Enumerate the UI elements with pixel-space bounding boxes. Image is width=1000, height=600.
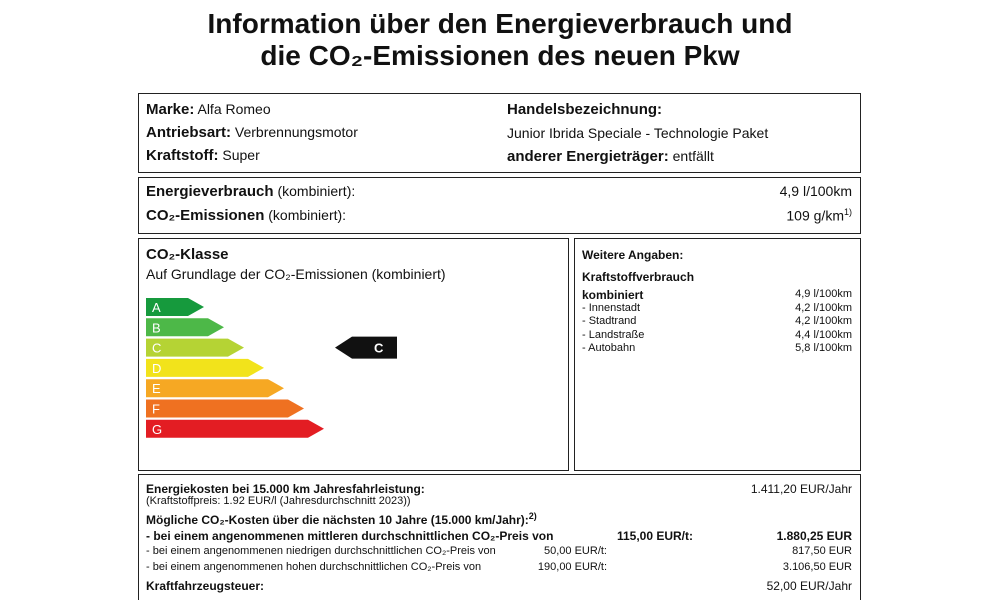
scenario-price: 115,00 EUR/t: [616,529,693,543]
value: 52,00 EUR/Jahr [766,579,852,593]
value: 4,2 l/100km [795,315,852,327]
scenario-text: - bei einem angenommenen mittleren durch… [146,529,554,543]
class-box [138,238,569,471]
class-letter: F [152,402,160,417]
class-arrow [146,318,224,337]
value: 109 g/km1) [786,207,852,224]
value: 5,8 l/100km [795,342,852,354]
class-letter: B [152,320,161,335]
value: Junior Ibrida Speciale - Technologie Pak… [507,125,769,141]
row: Energieverbrauch (kombiniert): [146,183,355,200]
value: Alfa Romeo [197,101,271,117]
title-line: die CO₂-Emissionen des neuen Pkw [260,40,740,71]
label: Kraftfahrzeugsteuer: [146,579,265,593]
note: (kombiniert): [268,207,347,223]
title-line: Information über den Energieverbrauch un… [207,8,793,39]
scenario-text: - bei einem angenommenen niedrigen durch… [146,545,496,557]
consumption-box [138,177,861,234]
row: anderer Energieträger: entfällt [507,148,714,165]
value-text: 4,9 l/100km [779,183,852,199]
label: Handelsbezeichnung: [507,101,663,118]
scenario-text: - bei einem angenommenen hohen durchschn… [146,561,482,573]
costs-box [138,474,861,600]
class-arrow [146,298,204,316]
label: Antriebsart: [146,124,232,141]
value: 1.411,20 EUR/Jahr [750,482,852,496]
class-arrow [146,338,244,357]
row: Mögliche CO₂-Kosten über die nächsten 10… [146,511,537,527]
further-subtitle: Kraftstoffverbrauch [582,270,695,284]
scenario-cost: 3.106,50 EUR [782,561,852,573]
label: kombiniert [582,288,644,302]
class-letter: G [152,422,162,437]
label: - Landstraße [582,328,645,341]
footnote: 2) [528,511,537,521]
value: entfällt [672,148,714,164]
vehicle-class-letter: C [374,341,384,356]
further-title: Weitere Angaben: [582,248,684,262]
label: Kraftstoff: [146,147,219,164]
value: Super [222,147,260,163]
class-arrow [146,419,324,438]
label: Energiekosten bei 15.000 km Jahresfahrle… [146,482,425,496]
value: 4,2 l/100km [795,301,852,314]
further-box [574,238,861,471]
row: Kraftstoff: Super [146,147,260,164]
label: anderer Energieträger: [507,148,669,165]
class-arrow [146,379,284,398]
row: Antriebsart: Verbrennungsmotor [146,124,358,141]
value: 4,9 l/100km [780,183,852,199]
label: - Stadtrand [582,315,637,327]
heading: Mögliche CO₂-Kosten über die nächsten 10… [146,513,529,527]
value: 4,9 l/100km [795,288,852,300]
value: 4,4 l/100km [795,328,852,341]
class-arrow [146,399,304,418]
row: CO₂-Emissionen (kombiniert): [146,207,346,224]
value-text: 109 g/km [786,207,844,224]
footnote: 1) [843,207,852,217]
value: Verbrennungsmotor [234,124,358,140]
note: (Kraftstoffpreis: 1.92 EUR/l (Jahresdurc… [146,495,411,507]
class-arrow [146,358,264,377]
class-letter: C [152,341,161,356]
scenario-price: 50,00 EUR/t: [544,545,607,557]
class-letter: E [152,381,161,396]
class-letter: A [152,300,161,315]
class-title: CO₂-Klasse [146,246,229,263]
label: - Autobahn [582,342,636,354]
label: - Innenstadt [582,301,641,314]
row: Marke: Alfa Romeo [146,101,271,118]
label: CO₂-Emissionen [146,207,265,224]
scenario-price: 190,00 EUR/t: [537,561,607,573]
label: Energieverbrauch [146,183,274,200]
label: Marke: [146,101,195,118]
class-subtitle: Auf Grundlage der CO₂-Emissionen (kombin… [146,266,446,282]
class-letter: D [152,361,161,376]
note: (kombiniert): [277,183,356,199]
scenario-cost: 817,50 EUR [792,545,852,557]
title: Information über den Energieverbrauch un… [0,8,1000,72]
scenario-cost: 1.880,25 EUR [776,529,852,543]
vehicle-class-arrow [335,336,397,359]
vehicle-box [138,93,861,173]
